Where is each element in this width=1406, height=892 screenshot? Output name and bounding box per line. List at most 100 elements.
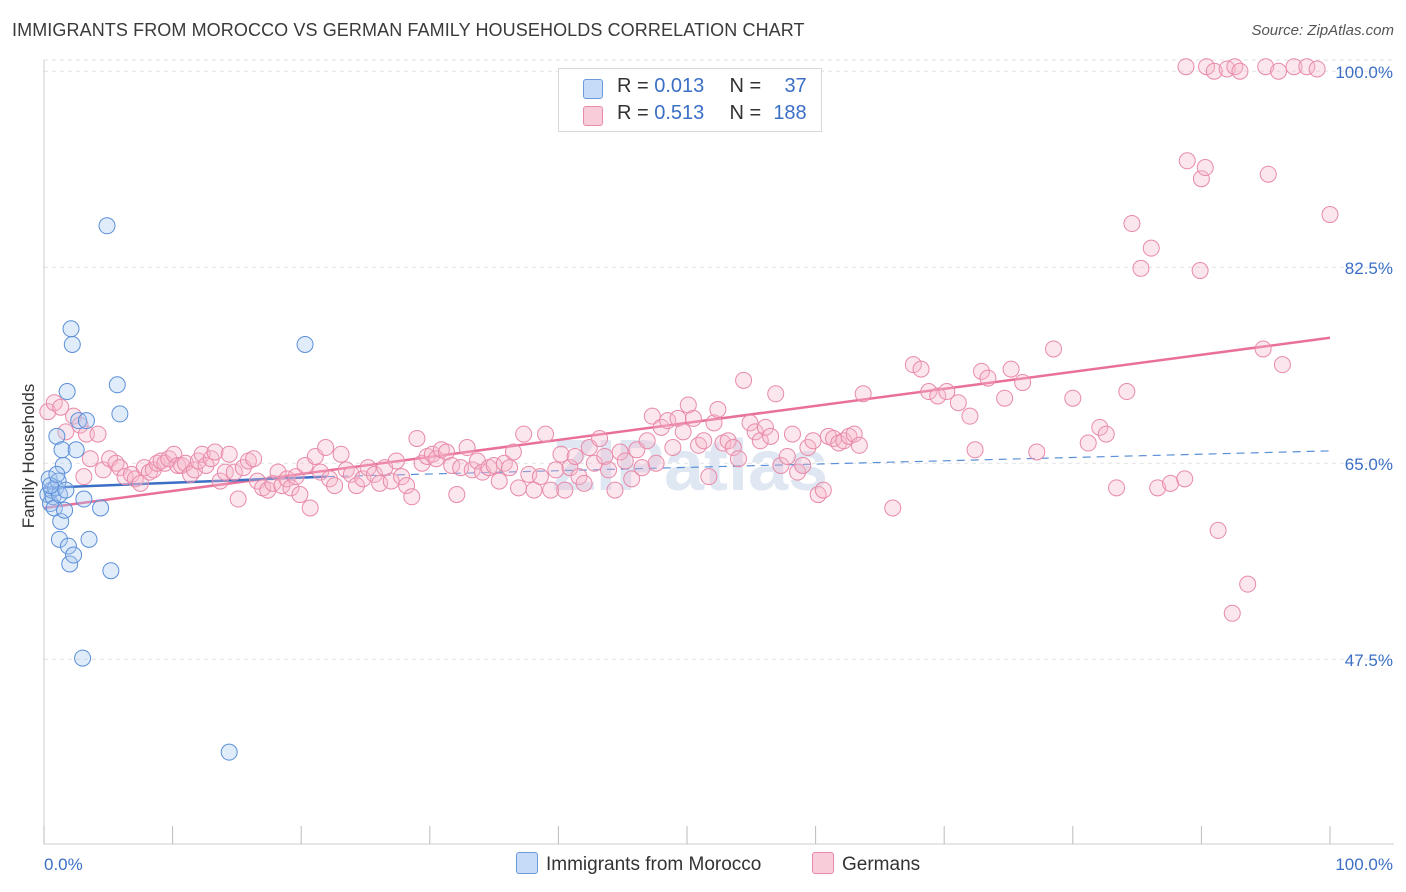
x-tick-label: 100.0% xyxy=(1335,855,1393,874)
point-germans xyxy=(778,447,796,465)
point-germans xyxy=(1192,170,1210,188)
point-germans xyxy=(504,443,522,461)
point-germans xyxy=(961,407,979,425)
source-credit: Source: ZipAtlas.com xyxy=(1251,22,1394,39)
legend-label-germans: Germans xyxy=(842,854,921,875)
point-germans xyxy=(690,436,708,454)
y-axis-label: Family Households xyxy=(19,384,38,529)
point-morocco xyxy=(53,441,71,459)
point-germans xyxy=(359,459,377,477)
point-germans xyxy=(515,425,533,443)
legend-swatch-germans xyxy=(812,852,834,874)
point-germans xyxy=(1191,262,1209,280)
point-germans xyxy=(1209,521,1227,539)
point-germans xyxy=(1285,58,1303,76)
r-value: 0.513 xyxy=(654,102,705,124)
point-germans xyxy=(269,463,287,481)
point-germans xyxy=(850,436,868,454)
legend-item-morocco[interactable]: Immigrants from Morocco xyxy=(516,852,761,876)
point-germans xyxy=(1108,479,1126,497)
point-germans xyxy=(1298,58,1316,76)
point-morocco xyxy=(296,335,314,353)
r-label: R = xyxy=(617,75,655,97)
point-germans xyxy=(735,371,753,389)
point-germans xyxy=(724,439,742,457)
point-germans xyxy=(700,468,718,486)
point-germans xyxy=(643,407,661,425)
point-germans xyxy=(561,459,579,477)
y-tick-label: 82.5% xyxy=(1345,259,1393,278)
point-germans xyxy=(756,418,774,436)
point-germans xyxy=(301,499,319,517)
point-germans xyxy=(1028,443,1046,461)
point-germans xyxy=(81,450,99,468)
point-germans xyxy=(600,461,618,479)
point-germans xyxy=(751,432,769,450)
watermark: ZIPatlas xyxy=(552,426,828,506)
point-germans xyxy=(591,430,609,448)
point-morocco xyxy=(57,481,75,499)
point-morocco xyxy=(48,465,66,483)
point-germans xyxy=(1014,374,1032,392)
point-germans xyxy=(669,409,687,427)
point-germans xyxy=(1123,215,1141,233)
point-germans xyxy=(912,360,930,378)
point-germans xyxy=(1091,418,1109,436)
point-morocco xyxy=(59,537,77,555)
point-germans xyxy=(206,443,224,461)
point-germans xyxy=(1273,356,1291,374)
point-germans xyxy=(966,441,984,459)
legend-item-germans[interactable]: Germans xyxy=(812,852,920,876)
point-germans xyxy=(623,470,641,488)
point-germans xyxy=(77,425,95,443)
point-germans xyxy=(131,474,149,492)
point-morocco xyxy=(98,217,116,235)
point-germans xyxy=(126,470,144,488)
point-germans xyxy=(854,385,872,403)
n-label: N = xyxy=(729,102,767,124)
point-germans xyxy=(762,427,780,445)
point-germans xyxy=(929,387,947,405)
point-germans xyxy=(1079,434,1097,452)
point-germans xyxy=(1254,340,1272,358)
point-germans xyxy=(427,450,445,468)
n-value: 188 xyxy=(773,102,807,124)
point-germans xyxy=(225,463,243,481)
point-germans xyxy=(1097,425,1115,443)
point-germans xyxy=(1239,575,1257,593)
point-morocco xyxy=(56,501,74,519)
point-germans xyxy=(633,459,651,477)
point-germans xyxy=(979,369,997,387)
point-morocco xyxy=(108,376,126,394)
point-morocco xyxy=(61,555,79,573)
point-morocco xyxy=(54,456,72,474)
point-germans xyxy=(684,409,702,427)
point-germans xyxy=(542,481,560,499)
point-germans xyxy=(366,465,384,483)
point-morocco xyxy=(80,530,98,548)
point-germans xyxy=(972,362,990,380)
point-germans xyxy=(1231,62,1249,80)
gridlines xyxy=(44,59,1394,660)
point-germans xyxy=(387,452,405,470)
point-germans xyxy=(1149,479,1167,497)
point-germans xyxy=(1064,389,1082,407)
point-germans xyxy=(490,472,508,490)
point-germans xyxy=(398,477,416,495)
point-germans xyxy=(547,461,565,479)
point-germans xyxy=(566,447,584,465)
point-morocco xyxy=(63,335,81,353)
point-germans xyxy=(116,468,134,486)
point-germans xyxy=(585,454,603,472)
n-value: 37 xyxy=(784,75,807,97)
point-germans xyxy=(448,486,466,504)
y-tick-label: 100.0% xyxy=(1335,63,1393,82)
point-germans xyxy=(510,479,528,497)
point-germans xyxy=(920,383,938,401)
point-morocco xyxy=(111,405,129,423)
point-germans xyxy=(65,407,83,425)
point-morocco xyxy=(220,743,238,761)
point-germans xyxy=(556,481,574,499)
point-germans xyxy=(408,430,426,448)
